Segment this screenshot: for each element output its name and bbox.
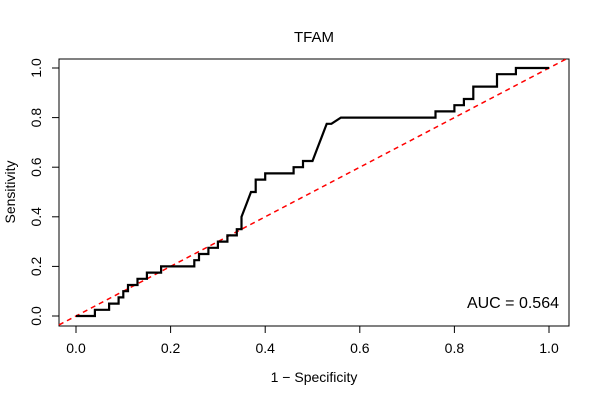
y-tick-label: 0.4 <box>28 207 44 227</box>
auc-annotation: AUC = 0.564 <box>467 295 559 312</box>
reference-diagonal-line <box>58 56 570 326</box>
x-tick-label: 0.4 <box>255 340 275 356</box>
y-tick-label: 1.0 <box>28 58 44 78</box>
x-axis: 0.0 0.2 0.4 0.6 0.8 1.0 <box>66 325 559 356</box>
y-tick-label: 0.2 <box>28 256 44 276</box>
y-tick-label: 0.6 <box>28 157 44 177</box>
x-tick-label: 0.0 <box>66 340 86 356</box>
y-tick-label: 0.8 <box>28 108 44 128</box>
x-tick-label: 1.0 <box>539 340 559 356</box>
x-tick-label: 0.8 <box>445 340 465 356</box>
y-axis: 0.0 0.2 0.4 0.6 0.8 1.0 <box>28 58 60 326</box>
roc-curve-line <box>76 66 549 318</box>
y-axis-label: Sensitivity <box>2 160 18 223</box>
x-tick-label: 0.2 <box>161 340 181 356</box>
chart-marks <box>58 56 570 326</box>
y-tick-label: 0.0 <box>28 306 44 326</box>
x-axis-label: 1 − Specificity <box>271 369 358 385</box>
chart-title: TFAM <box>294 29 334 46</box>
x-tick-label: 0.6 <box>350 340 370 356</box>
